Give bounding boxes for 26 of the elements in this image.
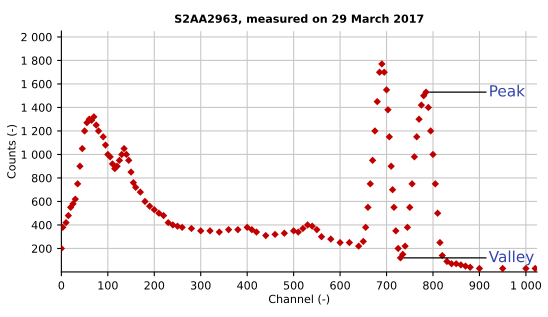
y-tick-label: 600 [32, 197, 52, 206]
y-tick-label: 800 [32, 174, 52, 182]
x-tick-label: 1 000 [511, 281, 542, 290]
x-tick-label: 100 [98, 281, 118, 290]
y-tick-label: 1 000 [22, 150, 52, 159]
y-tick-label: 1 800 [22, 56, 52, 65]
y-axis-title: Counts (-) [7, 124, 17, 178]
x-tick-label: 200 [144, 281, 164, 290]
y-tick-label: 1 400 [22, 103, 52, 112]
y-tick-label: 400 [32, 220, 52, 230]
chart-title: S2AA2963, measured on 29 March 2017 [175, 14, 424, 24]
x-tick-label: 500 [284, 281, 304, 290]
x-axis-title: Channel (-) [268, 294, 330, 304]
x-tick-label: 800 [423, 281, 443, 290]
annotation: Peak [490, 84, 525, 97]
y-tick-label: 1 600 [22, 80, 52, 88]
x-tick-label: 700 [376, 281, 396, 290]
x-tick-label: 900 [470, 281, 490, 290]
y-tick-label: 2 000 [21, 32, 52, 42]
x-tick-label: 600 [330, 281, 350, 290]
y-tick-label: 1 200 [22, 126, 52, 136]
annotation: Valley [488, 250, 534, 266]
y-tick-label: 200 [32, 244, 52, 253]
x-tick-label: 300 [190, 281, 211, 290]
x-tick-label: 400 [237, 281, 258, 290]
x-tick-label: 0 [58, 281, 64, 290]
